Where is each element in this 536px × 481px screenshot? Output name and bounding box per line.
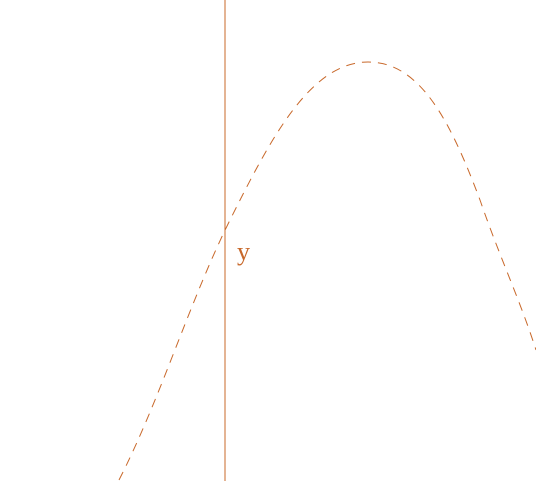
dashed-curve xyxy=(118,61,536,481)
curve-label: y xyxy=(237,237,250,266)
